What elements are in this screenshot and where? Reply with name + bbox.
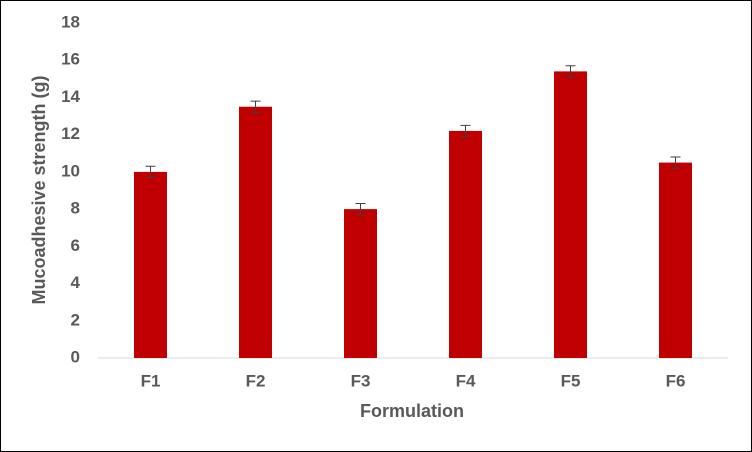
error-bar — [460, 124, 471, 138]
x-tick-label: F4 — [456, 371, 476, 390]
bar — [239, 106, 272, 358]
y-axis-title: Mucoadhesive strength (g) — [29, 75, 49, 304]
error-bar — [355, 203, 366, 216]
y-tick-label: 8 — [71, 199, 80, 218]
y-tick-label: 14 — [61, 87, 80, 106]
error-bar — [670, 156, 681, 169]
bar — [659, 162, 692, 358]
x-tick-label: F5 — [561, 371, 581, 390]
bar — [134, 171, 167, 358]
x-tick-label: F6 — [666, 371, 686, 390]
y-tick-label: 18 — [61, 12, 80, 31]
y-tick-label: 4 — [71, 273, 81, 292]
y-tick-label: 10 — [61, 161, 80, 180]
error-bar — [250, 100, 261, 113]
bar — [344, 209, 377, 358]
y-tick-label: 12 — [61, 124, 80, 143]
y-tick-label: 2 — [71, 310, 80, 329]
error-bar — [145, 165, 156, 178]
x-tick-label: F2 — [246, 371, 266, 390]
y-tick-label: 6 — [71, 236, 80, 255]
bar — [554, 71, 587, 358]
x-axis-title: Formulation — [360, 401, 464, 421]
error-bar — [565, 65, 576, 78]
x-tick-label: F1 — [141, 371, 161, 390]
x-tick-label: F3 — [351, 371, 371, 390]
y-tick-label: 16 — [61, 50, 80, 69]
y-tick-label: 0 — [71, 347, 80, 366]
bar — [449, 130, 482, 358]
